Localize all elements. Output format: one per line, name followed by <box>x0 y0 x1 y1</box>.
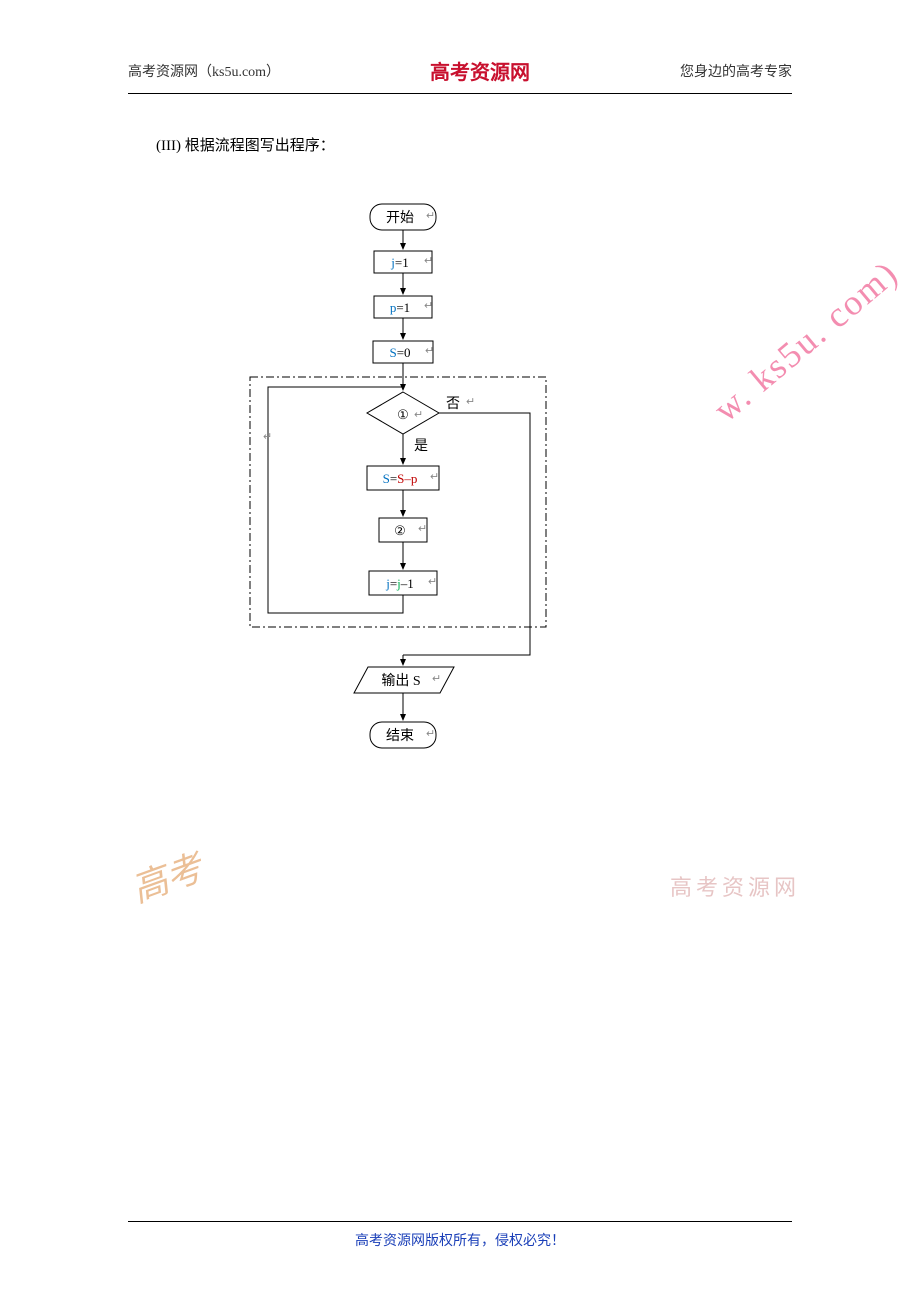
svg-text:↵: ↵ <box>418 523 427 535</box>
header-center-title: 高考资源网 <box>430 56 530 85</box>
enter-mark: ↵ <box>426 210 435 222</box>
svg-text:↵: ↵ <box>466 396 475 408</box>
yes-label: 是 <box>414 439 428 454</box>
svg-text:↵: ↵ <box>426 728 435 740</box>
svg-text:↵: ↵ <box>424 300 433 312</box>
svg-text:↵: ↵ <box>263 431 272 443</box>
question-label: (III) 根据流程图写出程序： <box>156 134 792 155</box>
content-area: (III) 根据流程图写出程序： ↵ 开始 ↵ j=1 <box>128 94 792 915</box>
node-s0-label: S=0 <box>389 345 410 360</box>
node-decision-label: ① <box>397 407 409 422</box>
no-label: 否 <box>446 397 460 412</box>
svg-text:↵: ↵ <box>425 345 434 357</box>
node-j1-label: j=1 <box>390 255 408 270</box>
header-right-text: 您身边的高考专家 <box>680 61 792 81</box>
node-p1-label: p=1 <box>390 300 410 315</box>
page-header: 高考资源网（ks5u.com） 高考资源网 您身边的高考专家 <box>128 40 792 94</box>
svg-text:↵: ↵ <box>428 576 437 588</box>
svg-text:↵: ↵ <box>414 409 423 421</box>
svg-text:↵: ↵ <box>432 673 441 685</box>
node-step2-label: ② <box>394 523 406 538</box>
header-left-text: 高考资源网（ks5u.com） <box>128 61 280 81</box>
flowchart-container: 开始 ↵ j=1 ↵ p=1 ↵ S=0 ↵ <box>178 195 678 915</box>
svg-text:↵: ↵ <box>430 471 439 483</box>
node-output-label: 输出 S <box>381 673 420 689</box>
page-footer: 高考资源网版权所有，侵权必究！ <box>128 1221 792 1250</box>
flowchart-svg: 开始 ↵ j=1 ↵ p=1 ↵ S=0 ↵ <box>178 195 678 915</box>
footer-text: 高考资源网版权所有，侵权必究！ <box>355 1234 565 1249</box>
svg-text:↵: ↵ <box>424 255 433 267</box>
node-end-label: 结束 <box>386 728 414 744</box>
node-ssp-label: S=S–p <box>383 471 418 486</box>
node-start-label: 开始 <box>386 210 414 226</box>
node-jj1-label: j=j–1 <box>385 576 414 591</box>
